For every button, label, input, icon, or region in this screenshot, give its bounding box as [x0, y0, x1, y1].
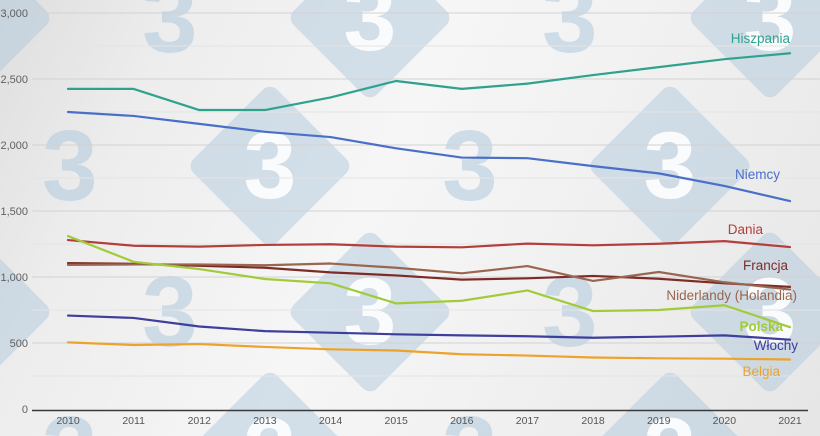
- x-tick-label: 2019: [647, 415, 671, 427]
- series-line-7: [66, 341, 792, 361]
- watermark-digit-pale: 3: [542, 0, 598, 74]
- series-label-7: Belgia: [742, 364, 780, 379]
- y-tick-label: 1,000: [0, 272, 28, 284]
- series-label-6: Włochy: [754, 338, 799, 353]
- series-label-4: Niderlandy (Holandia): [666, 288, 797, 303]
- x-tick-label: 2010: [56, 415, 80, 427]
- watermark-digit-pale: 3: [142, 0, 198, 74]
- x-tick-label: 2012: [188, 415, 212, 427]
- x-tick-label: 2017: [516, 415, 540, 427]
- watermark-digit-pale: 3: [442, 402, 498, 436]
- series-label-3: Francja: [743, 258, 789, 273]
- y-tick-label: 2,500: [0, 74, 28, 86]
- series-line-0: [66, 52, 792, 112]
- x-tick-label: 2013: [253, 415, 277, 427]
- watermark-digit-pale: 3: [542, 256, 598, 368]
- watermark-digit-pale: 3: [442, 110, 498, 222]
- x-tick-label: 2020: [713, 415, 737, 427]
- watermark-digit-pale: 3: [42, 110, 98, 222]
- x-tick-label: 2016: [450, 415, 474, 427]
- watermark-digit-pale: 3: [42, 402, 98, 436]
- series-label-2: Dania: [728, 222, 764, 237]
- y-tick-label: 2,000: [0, 140, 28, 152]
- x-tick-label: 2021: [778, 415, 802, 427]
- series-label-0: Hiszpania: [731, 31, 791, 46]
- x-tick-label: 2014: [319, 415, 343, 427]
- y-tick-label: 1,500: [0, 206, 28, 218]
- y-tick-label: 500: [10, 338, 28, 350]
- series-line-1: [66, 110, 792, 203]
- series-label-1: Niemcy: [735, 167, 780, 182]
- series-line-5: [66, 234, 792, 329]
- series-line-4: [66, 262, 792, 291]
- x-tick-label: 2011: [122, 415, 145, 427]
- x-tick-label: 2018: [581, 415, 605, 427]
- y-tick-label: 3,000: [0, 8, 28, 20]
- series-line-6: [66, 314, 792, 341]
- y-tick-label: 0: [22, 404, 28, 416]
- series-line-2: [66, 238, 792, 249]
- series-label-5: Polska: [739, 319, 783, 334]
- x-tick-label: 2015: [385, 415, 409, 427]
